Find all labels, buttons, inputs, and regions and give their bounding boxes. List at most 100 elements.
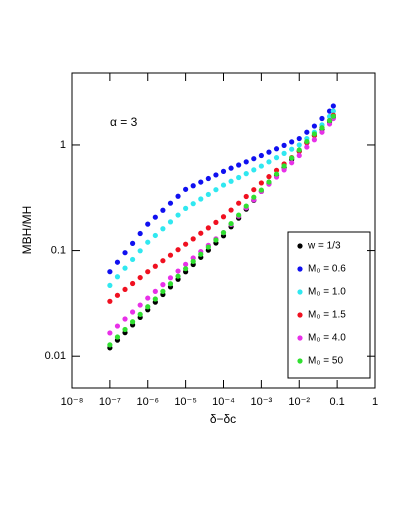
legend-label: M₀ = 0.6 <box>308 264 346 275</box>
data-point <box>296 147 302 153</box>
data-point <box>160 258 166 264</box>
data-point <box>205 244 211 250</box>
legend-marker <box>297 289 303 295</box>
data-point <box>304 144 310 150</box>
data-point <box>330 113 336 119</box>
data-point <box>114 323 121 329</box>
data-point <box>190 258 196 264</box>
data-point <box>145 239 151 245</box>
data-point <box>236 174 242 181</box>
data-point <box>213 172 219 178</box>
data-point <box>114 274 121 280</box>
data-point <box>167 281 174 287</box>
data-point <box>198 251 204 257</box>
data-point <box>167 252 174 258</box>
data-point <box>213 187 219 193</box>
legend-label: M₀ = 1.5 <box>308 310 346 321</box>
data-point <box>160 282 166 288</box>
x-axis-label: δ−δc <box>210 412 236 426</box>
data-point <box>330 108 336 114</box>
data-point <box>273 155 280 161</box>
legend-label: w = 1/3 <box>307 241 341 252</box>
data-point <box>304 138 310 145</box>
data-point <box>243 171 249 177</box>
data-point <box>311 131 318 137</box>
data-point <box>198 196 204 202</box>
data-point <box>190 183 196 189</box>
data-point <box>152 296 158 302</box>
data-point <box>145 304 151 310</box>
data-point <box>311 123 318 129</box>
data-point <box>319 129 325 135</box>
data-point <box>220 214 227 220</box>
data-point <box>198 230 204 236</box>
data-point <box>137 311 143 317</box>
data-point <box>213 219 219 225</box>
data-point <box>107 298 113 304</box>
data-point <box>205 175 211 182</box>
data-point <box>304 129 310 135</box>
data-point <box>167 219 174 225</box>
data-point <box>326 108 333 114</box>
data-point <box>122 286 128 293</box>
data-point <box>228 221 234 227</box>
data-point <box>137 302 143 308</box>
x-tick-label: 10⁻² <box>288 396 310 408</box>
annotation: α = 3 <box>110 115 138 129</box>
legend-label: M₀ = 50 <box>308 356 343 367</box>
data-point <box>266 179 272 185</box>
data-point <box>330 103 336 109</box>
data-point <box>319 115 325 122</box>
data-point <box>175 193 181 199</box>
legend-marker <box>297 335 303 341</box>
data-point <box>258 180 264 186</box>
data-point <box>251 187 257 193</box>
data-point <box>266 159 272 165</box>
data-point <box>152 263 158 269</box>
data-point <box>167 200 174 206</box>
data-point <box>236 212 242 218</box>
data-point <box>175 247 181 253</box>
legend-label: M₀ = 4.0 <box>308 333 346 344</box>
x-tick-label: 10⁻⁶ <box>136 396 159 408</box>
data-point <box>145 295 151 301</box>
data-point <box>213 237 219 243</box>
data-point <box>129 240 136 246</box>
data-point <box>183 261 189 267</box>
data-point <box>183 205 189 211</box>
x-tick-label: 10⁻³ <box>251 396 273 408</box>
data-point <box>160 288 166 294</box>
data-point <box>145 221 151 227</box>
data-point <box>281 150 287 156</box>
data-point <box>258 187 264 193</box>
data-point <box>114 334 121 340</box>
data-point <box>152 232 158 239</box>
data-point <box>183 266 189 272</box>
data-point <box>183 186 189 192</box>
data-point <box>190 201 196 207</box>
data-point <box>107 269 113 275</box>
data-point <box>183 241 189 247</box>
data-point <box>107 330 113 336</box>
data-point <box>266 149 272 155</box>
data-point <box>296 142 302 148</box>
x-tick-label: 1 <box>372 396 378 408</box>
data-point <box>311 137 318 143</box>
data-point <box>175 273 181 279</box>
data-point <box>296 152 302 159</box>
data-point <box>137 248 143 254</box>
legend-marker <box>297 243 303 249</box>
data-point <box>326 118 333 124</box>
x-tick-label: 10⁻⁷ <box>99 396 121 408</box>
legend-marker <box>297 312 303 318</box>
data-point <box>137 274 143 281</box>
data-point <box>273 146 280 152</box>
data-point <box>152 288 158 294</box>
data-point <box>236 162 242 168</box>
legend-box <box>287 231 371 379</box>
data-point <box>190 236 196 242</box>
data-point <box>114 259 121 265</box>
data-point <box>175 212 181 218</box>
x-tick-label: 0.1 <box>329 396 344 408</box>
